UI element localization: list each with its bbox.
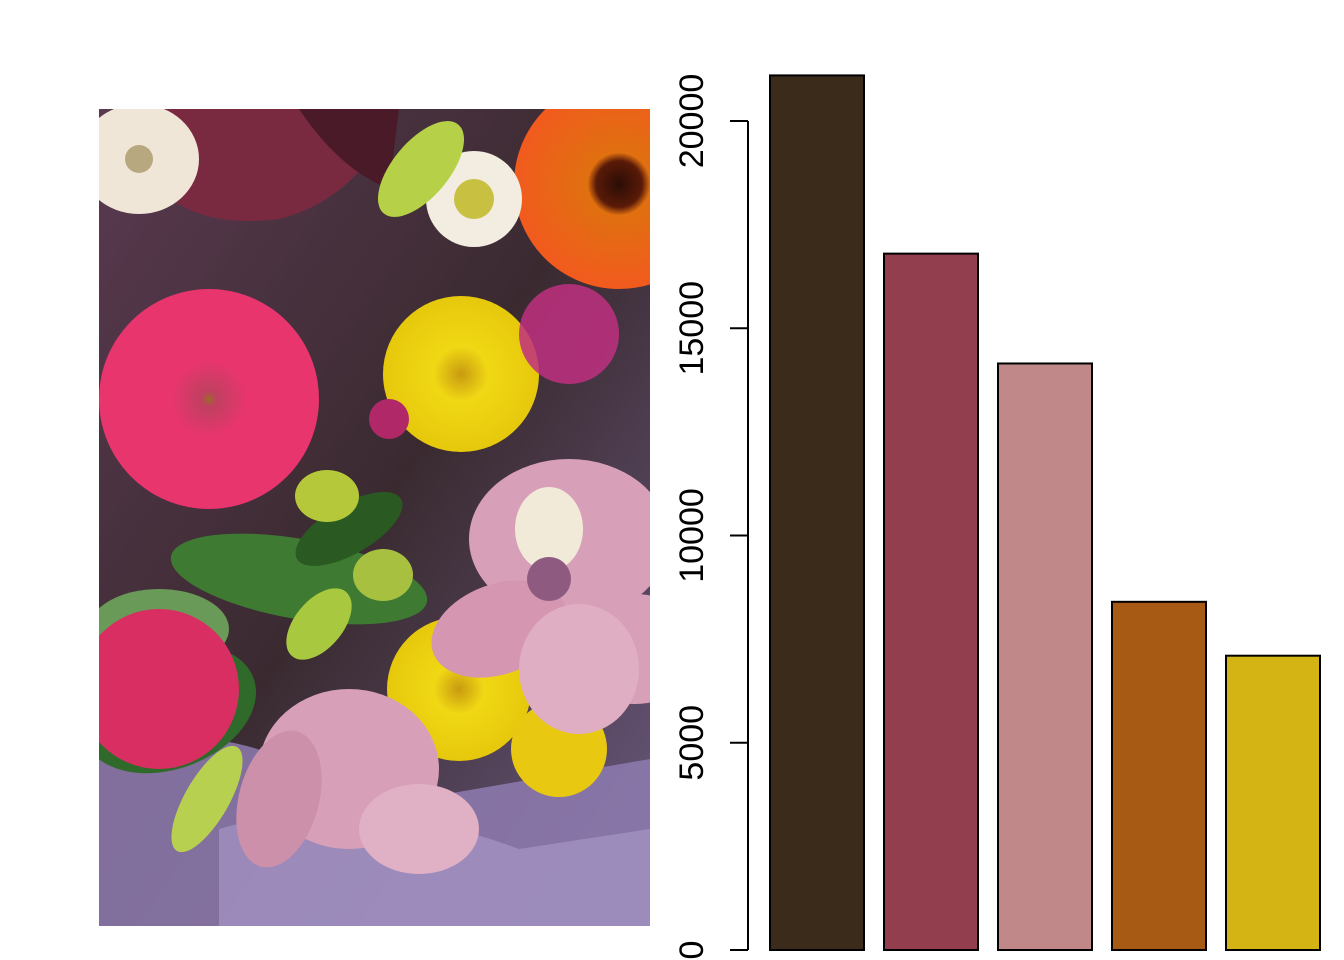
y-tick-label: 10000 [673,488,711,583]
y-tick-label: 0 [673,941,711,960]
y-tick-label: 5000 [673,705,711,781]
bar-3 [997,362,1093,952]
bar-2 [883,252,979,951]
bars [769,74,1321,952]
y-tick-label: 20000 [673,74,711,169]
flower-bouquet-image [99,109,650,926]
y-tick-label: 15000 [673,281,711,376]
flower-bouquet-photo [99,109,650,926]
bar-1 [769,74,865,951]
bar-4 [1111,600,1207,951]
y-axis: 0 5000 10000 15000 20000 [673,74,749,960]
bar-5 [1225,654,1321,952]
